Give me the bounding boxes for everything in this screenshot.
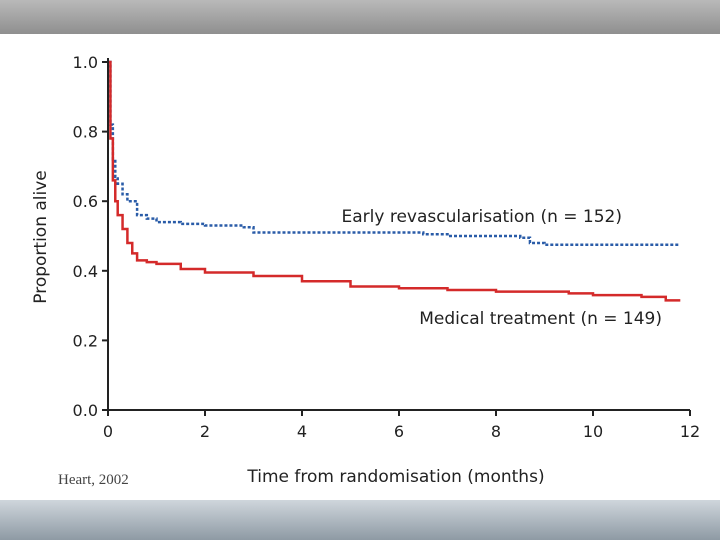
- x-axis-title: Time from randomisation (months): [246, 467, 544, 487]
- y-tick-label: 0.6: [73, 192, 98, 211]
- x-tick-label: 6: [394, 422, 404, 441]
- y-tick-label: 0.8: [73, 123, 98, 142]
- x-tick-label: 2: [200, 422, 210, 441]
- annotation-early-revascularisation: Early revascularisation (n = 152): [342, 207, 623, 227]
- y-axis-ticks: 0.0 0.2 0.4 0.6 0.8 1.0: [73, 53, 108, 420]
- y-tick-label: 0.4: [73, 262, 98, 281]
- y-tick-label: 1.0: [73, 53, 98, 72]
- x-tick-label: 4: [297, 422, 307, 441]
- x-axis-ticks: 0 2 4 6 8 10 12: [103, 410, 700, 441]
- y-tick-label: 0.0: [73, 401, 98, 420]
- x-tick-label: 8: [491, 422, 501, 441]
- series-layer: [108, 60, 681, 302]
- x-tick-label: 10: [583, 422, 603, 441]
- slide-content-panel: [0, 34, 720, 500]
- citation-text: Heart, 2002: [58, 472, 129, 488]
- slide-footer-band: [0, 500, 720, 540]
- slide-header-band: [0, 0, 720, 34]
- series-line-medical-treatment: [108, 60, 681, 302]
- x-tick-label: 0: [103, 422, 113, 441]
- x-tick-label: 12: [680, 422, 700, 441]
- annotation-medical-treatment: Medical treatment (n = 149): [419, 309, 662, 329]
- y-tick-label: 0.2: [73, 331, 98, 350]
- y-axis-title: Proportion alive: [31, 170, 51, 304]
- series-line-early-revascularisation: [108, 60, 681, 246]
